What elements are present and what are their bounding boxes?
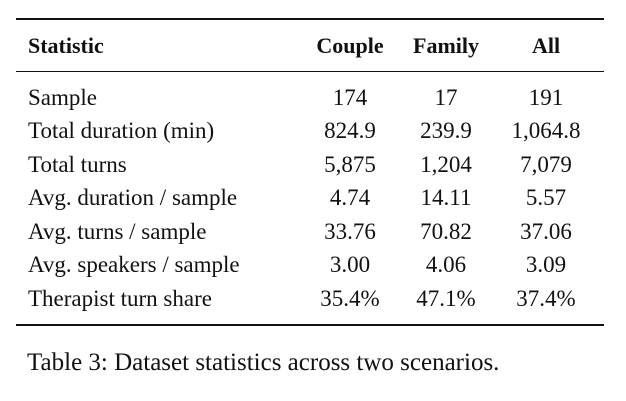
table-body: Sample 174 17 191 Total duration (min) 8… — [16, 72, 604, 325]
header-couple: Couple — [316, 32, 384, 58]
cell-all: 191 — [528, 84, 564, 110]
cell-family: 1,204 — [420, 151, 472, 177]
cell-family: 4.06 — [425, 252, 467, 278]
cell-couple: 35.4% — [320, 285, 380, 311]
row-label: Sample — [28, 84, 97, 110]
table-header: Statistic Couple Family All — [16, 19, 604, 72]
cell-all: 5.57 — [525, 185, 567, 211]
header-statistic: Statistic — [28, 32, 104, 58]
row-label: Total turns — [28, 151, 127, 177]
cell-family: 239.9 — [420, 118, 472, 144]
table-row: Therapist turn share 35.4% 47.1% 37.4% — [16, 282, 604, 325]
table-row: Avg. duration / sample 4.74 14.11 5.57 — [16, 182, 604, 216]
cell-all: 1,064.8 — [511, 118, 581, 144]
row-label: Avg. speakers / sample — [28, 252, 240, 278]
cell-all: 37.4% — [516, 285, 576, 311]
cell-family: 17 — [434, 84, 458, 110]
header-row: Statistic Couple Family All — [16, 19, 604, 72]
cell-couple: 174 — [332, 84, 368, 110]
table-row: Sample 174 17 191 — [16, 72, 604, 115]
cell-family: 70.82 — [420, 218, 472, 244]
table-row: Avg. turns / sample 33.76 70.82 37.06 — [16, 215, 604, 249]
cell-couple: 4.74 — [329, 185, 371, 211]
row-label: Total duration (min) — [28, 118, 215, 144]
cell-couple: 5,875 — [324, 151, 376, 177]
cell-couple: 3.00 — [329, 252, 371, 278]
cell-family: 47.1% — [416, 285, 476, 311]
header-family: Family — [413, 32, 479, 58]
row-label: Therapist turn share — [28, 285, 212, 311]
table-row: Total turns 5,875 1,204 7,079 — [16, 148, 604, 182]
cell-all: 7,079 — [520, 151, 572, 177]
table-caption: Table 3: Dataset statistics across two s… — [27, 349, 500, 376]
table-row: Avg. speakers / sample 3.00 4.06 3.09 — [16, 249, 604, 283]
cell-family: 14.11 — [420, 185, 472, 211]
row-label: Avg. duration / sample — [28, 185, 238, 211]
table-row: Total duration (min) 824.9 239.9 1,064.8 — [16, 115, 604, 149]
cell-couple: 824.9 — [324, 118, 376, 144]
row-label: Avg. turns / sample — [28, 218, 207, 244]
statistics-table-container: Statistic Couple Family All Sample 174 1… — [16, 18, 604, 326]
cell-all: 37.06 — [520, 218, 572, 244]
dataset-statistics-table: Statistic Couple Family All Sample 174 1… — [16, 18, 604, 326]
cell-all: 3.09 — [525, 252, 567, 278]
header-all: All — [531, 32, 561, 58]
cell-couple: 33.76 — [324, 218, 376, 244]
